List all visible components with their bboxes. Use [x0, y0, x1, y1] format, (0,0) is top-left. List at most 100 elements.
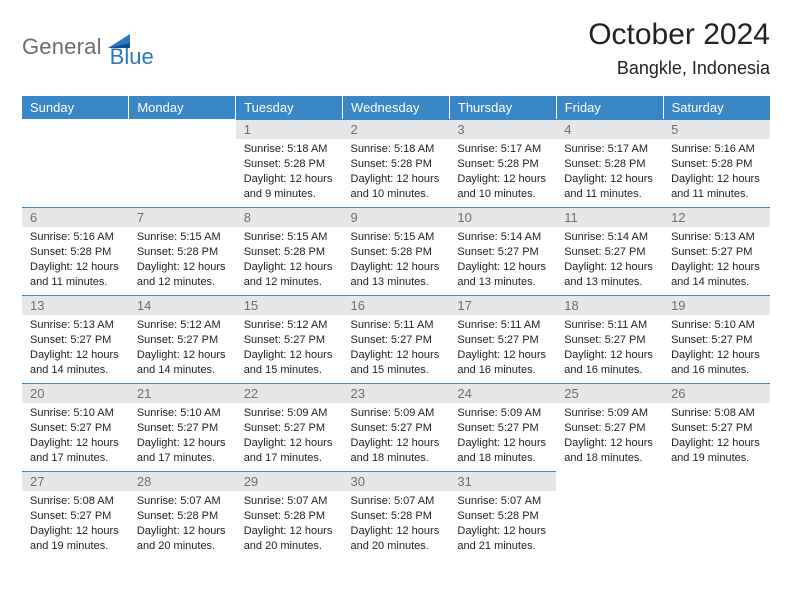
day-number: 22: [236, 383, 343, 403]
day-details: Sunrise: 5:17 AMSunset: 5:28 PMDaylight:…: [449, 139, 556, 205]
calendar-header-tuesday: Tuesday: [236, 96, 343, 119]
day-details: Sunrise: 5:12 AMSunset: 5:27 PMDaylight:…: [129, 315, 236, 381]
day-details: Sunrise: 5:07 AMSunset: 5:28 PMDaylight:…: [236, 491, 343, 557]
day-number: 25: [556, 383, 663, 403]
day-number: 30: [343, 471, 450, 491]
day-number: 7: [129, 207, 236, 227]
calendar-week-row: 20Sunrise: 5:10 AMSunset: 5:27 PMDayligh…: [22, 383, 770, 471]
calendar-header-saturday: Saturday: [663, 96, 770, 119]
title-block: October 2024 Bangkle, Indonesia: [588, 18, 770, 79]
calendar-cell: 2Sunrise: 5:18 AMSunset: 5:28 PMDaylight…: [343, 119, 450, 207]
day-number: 26: [663, 383, 770, 403]
calendar-cell: 16Sunrise: 5:11 AMSunset: 5:27 PMDayligh…: [343, 295, 450, 383]
day-number: 6: [22, 207, 129, 227]
day-details: Sunrise: 5:15 AMSunset: 5:28 PMDaylight:…: [129, 227, 236, 293]
day-details: Sunrise: 5:10 AMSunset: 5:27 PMDaylight:…: [22, 403, 129, 469]
day-number: 11: [556, 207, 663, 227]
day-number: 15: [236, 295, 343, 315]
calendar-cell: .: [129, 119, 236, 207]
location-label: Bangkle, Indonesia: [588, 58, 770, 79]
day-details: Sunrise: 5:13 AMSunset: 5:27 PMDaylight:…: [663, 227, 770, 293]
calendar-header-thursday: Thursday: [449, 96, 556, 119]
day-number: 12: [663, 207, 770, 227]
calendar-cell: 29Sunrise: 5:07 AMSunset: 5:28 PMDayligh…: [236, 471, 343, 559]
calendar-cell: 19Sunrise: 5:10 AMSunset: 5:27 PMDayligh…: [663, 295, 770, 383]
day-number: 17: [449, 295, 556, 315]
day-number: 2: [343, 119, 450, 139]
day-details: Sunrise: 5:13 AMSunset: 5:27 PMDaylight:…: [22, 315, 129, 381]
day-number: 8: [236, 207, 343, 227]
calendar-cell: 6Sunrise: 5:16 AMSunset: 5:28 PMDaylight…: [22, 207, 129, 295]
calendar-table: SundayMondayTuesdayWednesdayThursdayFrid…: [22, 96, 770, 559]
calendar-cell: .: [556, 471, 663, 559]
calendar-cell: 9Sunrise: 5:15 AMSunset: 5:28 PMDaylight…: [343, 207, 450, 295]
calendar-cell: 30Sunrise: 5:07 AMSunset: 5:28 PMDayligh…: [343, 471, 450, 559]
day-details: Sunrise: 5:14 AMSunset: 5:27 PMDaylight:…: [556, 227, 663, 293]
calendar-cell: 25Sunrise: 5:09 AMSunset: 5:27 PMDayligh…: [556, 383, 663, 471]
day-details: Sunrise: 5:17 AMSunset: 5:28 PMDaylight:…: [556, 139, 663, 205]
day-details: Sunrise: 5:15 AMSunset: 5:28 PMDaylight:…: [236, 227, 343, 293]
day-number: 28: [129, 471, 236, 491]
day-details: Sunrise: 5:10 AMSunset: 5:27 PMDaylight:…: [663, 315, 770, 381]
calendar-cell: 12Sunrise: 5:13 AMSunset: 5:27 PMDayligh…: [663, 207, 770, 295]
day-details: Sunrise: 5:14 AMSunset: 5:27 PMDaylight:…: [449, 227, 556, 293]
calendar-cell: 4Sunrise: 5:17 AMSunset: 5:28 PMDaylight…: [556, 119, 663, 207]
calendar-cell: 11Sunrise: 5:14 AMSunset: 5:27 PMDayligh…: [556, 207, 663, 295]
calendar-week-row: 13Sunrise: 5:13 AMSunset: 5:27 PMDayligh…: [22, 295, 770, 383]
calendar-cell: 14Sunrise: 5:12 AMSunset: 5:27 PMDayligh…: [129, 295, 236, 383]
calendar-cell: 1Sunrise: 5:18 AMSunset: 5:28 PMDaylight…: [236, 119, 343, 207]
day-details: Sunrise: 5:11 AMSunset: 5:27 PMDaylight:…: [556, 315, 663, 381]
day-details: Sunrise: 5:09 AMSunset: 5:27 PMDaylight:…: [343, 403, 450, 469]
day-details: Sunrise: 5:15 AMSunset: 5:28 PMDaylight:…: [343, 227, 450, 293]
day-details: Sunrise: 5:09 AMSunset: 5:27 PMDaylight:…: [556, 403, 663, 469]
calendar-cell: 13Sunrise: 5:13 AMSunset: 5:27 PMDayligh…: [22, 295, 129, 383]
calendar-header-sunday: Sunday: [22, 96, 129, 119]
day-details: Sunrise: 5:16 AMSunset: 5:28 PMDaylight:…: [663, 139, 770, 205]
calendar-cell: .: [663, 471, 770, 559]
day-number: 9: [343, 207, 450, 227]
day-details: Sunrise: 5:07 AMSunset: 5:28 PMDaylight:…: [449, 491, 556, 557]
day-number: 5: [663, 119, 770, 139]
calendar-cell: 18Sunrise: 5:11 AMSunset: 5:27 PMDayligh…: [556, 295, 663, 383]
month-title: October 2024: [588, 18, 770, 52]
day-details: Sunrise: 5:11 AMSunset: 5:27 PMDaylight:…: [449, 315, 556, 381]
day-details: Sunrise: 5:18 AMSunset: 5:28 PMDaylight:…: [343, 139, 450, 205]
day-details: Sunrise: 5:16 AMSunset: 5:28 PMDaylight:…: [22, 227, 129, 293]
calendar-cell: 22Sunrise: 5:09 AMSunset: 5:27 PMDayligh…: [236, 383, 343, 471]
calendar-header-monday: Monday: [129, 96, 236, 119]
calendar-cell: 15Sunrise: 5:12 AMSunset: 5:27 PMDayligh…: [236, 295, 343, 383]
calendar-cell: 17Sunrise: 5:11 AMSunset: 5:27 PMDayligh…: [449, 295, 556, 383]
calendar-cell: 20Sunrise: 5:10 AMSunset: 5:27 PMDayligh…: [22, 383, 129, 471]
day-details: Sunrise: 5:07 AMSunset: 5:28 PMDaylight:…: [343, 491, 450, 557]
calendar-cell: 24Sunrise: 5:09 AMSunset: 5:27 PMDayligh…: [449, 383, 556, 471]
calendar-cell: 28Sunrise: 5:07 AMSunset: 5:28 PMDayligh…: [129, 471, 236, 559]
day-details: Sunrise: 5:12 AMSunset: 5:27 PMDaylight:…: [236, 315, 343, 381]
day-number: 21: [129, 383, 236, 403]
day-number: 19: [663, 295, 770, 315]
day-number: 23: [343, 383, 450, 403]
calendar-cell: 5Sunrise: 5:16 AMSunset: 5:28 PMDaylight…: [663, 119, 770, 207]
day-details: Sunrise: 5:08 AMSunset: 5:27 PMDaylight:…: [22, 491, 129, 557]
calendar-header-friday: Friday: [556, 96, 663, 119]
day-details: Sunrise: 5:18 AMSunset: 5:28 PMDaylight:…: [236, 139, 343, 205]
calendar-cell: 7Sunrise: 5:15 AMSunset: 5:28 PMDaylight…: [129, 207, 236, 295]
day-number: 20: [22, 383, 129, 403]
day-number: 27: [22, 471, 129, 491]
day-details: Sunrise: 5:09 AMSunset: 5:27 PMDaylight:…: [236, 403, 343, 469]
calendar-cell: 21Sunrise: 5:10 AMSunset: 5:27 PMDayligh…: [129, 383, 236, 471]
logo-text-a: General: [22, 34, 102, 60]
day-details: Sunrise: 5:11 AMSunset: 5:27 PMDaylight:…: [343, 315, 450, 381]
calendar-cell: 31Sunrise: 5:07 AMSunset: 5:28 PMDayligh…: [449, 471, 556, 559]
day-number: 24: [449, 383, 556, 403]
day-number: 14: [129, 295, 236, 315]
calendar-cell: 23Sunrise: 5:09 AMSunset: 5:27 PMDayligh…: [343, 383, 450, 471]
calendar-week-row: ..1Sunrise: 5:18 AMSunset: 5:28 PMDaylig…: [22, 119, 770, 207]
day-number: 10: [449, 207, 556, 227]
calendar-cell: 27Sunrise: 5:08 AMSunset: 5:27 PMDayligh…: [22, 471, 129, 559]
calendar-week-row: 6Sunrise: 5:16 AMSunset: 5:28 PMDaylight…: [22, 207, 770, 295]
day-details: Sunrise: 5:07 AMSunset: 5:28 PMDaylight:…: [129, 491, 236, 557]
calendar-cell: 8Sunrise: 5:15 AMSunset: 5:28 PMDaylight…: [236, 207, 343, 295]
day-number: 1: [236, 119, 343, 139]
day-number: 31: [449, 471, 556, 491]
calendar-cell: 10Sunrise: 5:14 AMSunset: 5:27 PMDayligh…: [449, 207, 556, 295]
